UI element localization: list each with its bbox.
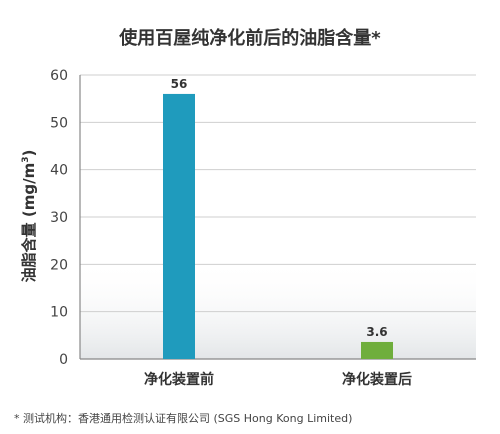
- footnote: * 测试机构：香港通用检测认证有限公司 (SGS Hong Kong Limit…: [14, 412, 353, 425]
- y-tick-label: 20: [50, 257, 68, 273]
- x-tick-label: 净化装置后: [342, 371, 412, 388]
- chart-title: 使用百屋纯净化前后的油脂含量*: [119, 28, 381, 49]
- y-axis-label: 油脂含量 (mg/m3): [20, 150, 38, 283]
- y-tick-label: 30: [50, 210, 68, 226]
- y-tick-label: 60: [50, 68, 68, 84]
- y-tick-label: 0: [59, 352, 68, 368]
- bar: [163, 93, 195, 359]
- y-tick-label: 50: [50, 115, 68, 131]
- bar: [361, 341, 393, 359]
- y-tick-label: 10: [50, 305, 68, 321]
- plot-shade: [80, 260, 476, 359]
- y-tick-label: 40: [50, 163, 68, 179]
- x-tick-label: 净化装置前: [144, 371, 214, 388]
- data-label: 56: [171, 77, 188, 91]
- data-label: 3.6: [366, 325, 387, 339]
